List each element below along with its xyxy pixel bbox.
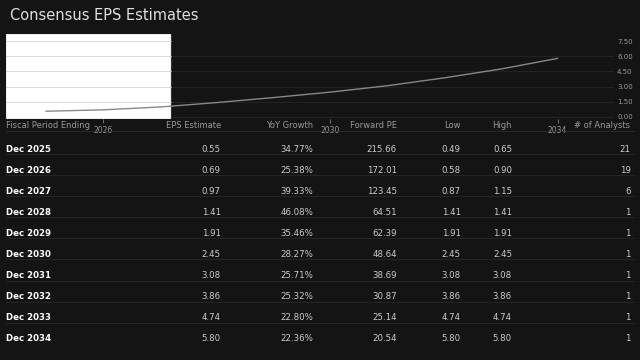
Text: 1.41: 1.41: [202, 208, 221, 217]
Text: 2.45: 2.45: [202, 250, 221, 259]
Text: 62.39: 62.39: [372, 229, 397, 238]
Text: 22.36%: 22.36%: [281, 334, 314, 343]
Text: 0.87: 0.87: [442, 187, 461, 196]
Text: 4.74: 4.74: [202, 313, 221, 322]
Text: Consensus EPS Estimates: Consensus EPS Estimates: [10, 8, 198, 23]
Text: Forward PE: Forward PE: [350, 121, 397, 130]
Text: 1.91: 1.91: [493, 229, 512, 238]
Text: 1: 1: [625, 313, 630, 322]
Text: 34.77%: 34.77%: [281, 144, 314, 153]
Text: 64.51: 64.51: [372, 208, 397, 217]
Text: 35.46%: 35.46%: [281, 229, 314, 238]
Text: YoY Growth: YoY Growth: [266, 121, 314, 130]
Text: 1: 1: [625, 208, 630, 217]
Text: Fiscal Period Ending: Fiscal Period Ending: [6, 121, 90, 130]
Text: # of Analysts: # of Analysts: [575, 121, 630, 130]
Text: Dec 2032: Dec 2032: [6, 292, 51, 301]
FancyBboxPatch shape: [6, 34, 171, 119]
Text: 123.45: 123.45: [367, 187, 397, 196]
Text: 1.41: 1.41: [493, 208, 512, 217]
Text: 3.08: 3.08: [442, 271, 461, 280]
Text: 25.14: 25.14: [372, 313, 397, 322]
Text: 38.69: 38.69: [372, 271, 397, 280]
Text: Dec 2027: Dec 2027: [6, 187, 52, 196]
Text: 5.80: 5.80: [493, 334, 512, 343]
Text: 1: 1: [625, 292, 630, 301]
Text: 25.32%: 25.32%: [281, 292, 314, 301]
Text: 2.45: 2.45: [493, 250, 512, 259]
Text: 0.97: 0.97: [202, 187, 221, 196]
Text: 48.64: 48.64: [372, 250, 397, 259]
Text: 3.08: 3.08: [493, 271, 512, 280]
Text: 4.74: 4.74: [493, 313, 512, 322]
Text: 1.91: 1.91: [442, 229, 461, 238]
Text: 6: 6: [625, 187, 630, 196]
Text: 39.33%: 39.33%: [281, 187, 314, 196]
Text: EPS Estimate: EPS Estimate: [166, 121, 221, 130]
Text: 28.27%: 28.27%: [281, 250, 314, 259]
Text: 215.66: 215.66: [367, 144, 397, 153]
Text: 0.58: 0.58: [442, 166, 461, 175]
Text: 25.38%: 25.38%: [281, 166, 314, 175]
Text: 0.55: 0.55: [202, 144, 221, 153]
Text: 1: 1: [625, 229, 630, 238]
Text: 20.54: 20.54: [372, 334, 397, 343]
Text: 1.15: 1.15: [493, 187, 512, 196]
Text: Dec 2028: Dec 2028: [6, 208, 51, 217]
Text: Dec 2029: Dec 2029: [6, 229, 51, 238]
Text: 5.80: 5.80: [442, 334, 461, 343]
Text: 4.74: 4.74: [442, 313, 461, 322]
Text: Low: Low: [444, 121, 461, 130]
Text: High: High: [493, 121, 512, 130]
Text: 0.65: 0.65: [493, 144, 512, 153]
Text: 3.86: 3.86: [493, 292, 512, 301]
Text: 1: 1: [625, 334, 630, 343]
Text: 0.49: 0.49: [442, 144, 461, 153]
Text: 25.71%: 25.71%: [281, 271, 314, 280]
Text: Dec 2034: Dec 2034: [6, 334, 52, 343]
Text: 172.01: 172.01: [367, 166, 397, 175]
Text: Dec 2030: Dec 2030: [6, 250, 51, 259]
Text: 3.08: 3.08: [202, 271, 221, 280]
Text: 0.90: 0.90: [493, 166, 512, 175]
Text: Dec 2026: Dec 2026: [6, 166, 51, 175]
Text: 3.86: 3.86: [202, 292, 221, 301]
Text: 21: 21: [620, 144, 630, 153]
Text: 1: 1: [625, 271, 630, 280]
Text: 5.80: 5.80: [202, 334, 221, 343]
Text: Dec 2031: Dec 2031: [6, 271, 51, 280]
Text: 1.41: 1.41: [442, 208, 461, 217]
Text: 22.80%: 22.80%: [281, 313, 314, 322]
Text: Dec 2033: Dec 2033: [6, 313, 51, 322]
Text: 2.45: 2.45: [442, 250, 461, 259]
Text: 46.08%: 46.08%: [281, 208, 314, 217]
Text: Dec 2025: Dec 2025: [6, 144, 51, 153]
Text: 30.87: 30.87: [372, 292, 397, 301]
Text: 1: 1: [625, 250, 630, 259]
Text: 0.69: 0.69: [202, 166, 221, 175]
Text: 19: 19: [620, 166, 630, 175]
Text: 3.86: 3.86: [442, 292, 461, 301]
Text: 1.91: 1.91: [202, 229, 221, 238]
